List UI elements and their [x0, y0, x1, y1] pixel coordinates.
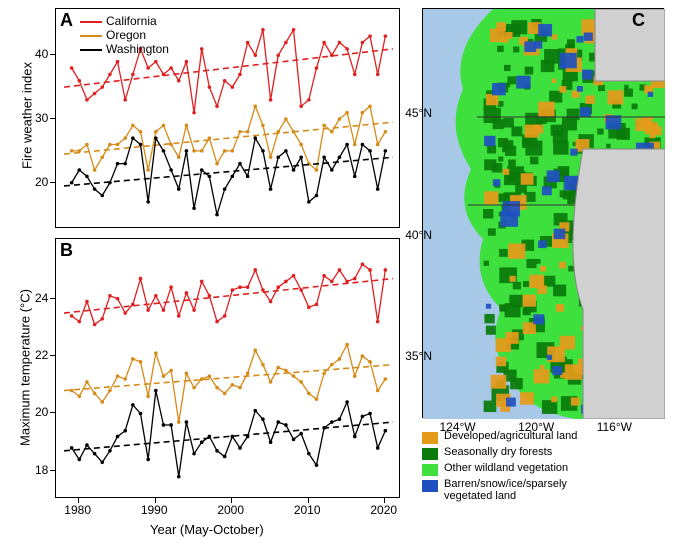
legend-swatch [80, 21, 102, 23]
series-legend: CaliforniaOregonWashington [80, 14, 169, 56]
legend-label: Washington [106, 42, 169, 56]
landcover-label: Seasonally dry forests [444, 446, 552, 458]
landcover-item: Seasonally dry forests [422, 446, 577, 460]
panel-b-ylabel: Maximum temperature (°C) [18, 268, 33, 468]
color-swatch [422, 448, 438, 460]
panel-c-map [422, 8, 664, 418]
legend-label: Oregon [106, 28, 146, 42]
landcover-label: Other wildland vegetation [444, 462, 568, 474]
legend-label: California [106, 14, 157, 28]
panel-b-label: B [60, 240, 73, 261]
landcover-item: Other wildland vegetation [422, 462, 577, 476]
legend-swatch [80, 35, 102, 37]
color-swatch [422, 464, 438, 476]
panel-c-label: C [632, 10, 645, 31]
panel-b-xlabel: Year (May-October) [150, 522, 264, 537]
panel-a-ylabel: Fire weather index [20, 41, 35, 191]
panel-b [55, 238, 400, 498]
legend-swatch [80, 49, 102, 51]
color-swatch [422, 480, 438, 492]
color-swatch [422, 432, 438, 444]
panel-a-label: A [60, 10, 73, 31]
landcover-legend: Developed/agricultural landSeasonally dr… [422, 430, 577, 504]
landcover-label: Barren/snow/ice/sparselyvegetated land [444, 478, 567, 502]
landcover-item: Barren/snow/ice/sparselyvegetated land [422, 478, 577, 502]
